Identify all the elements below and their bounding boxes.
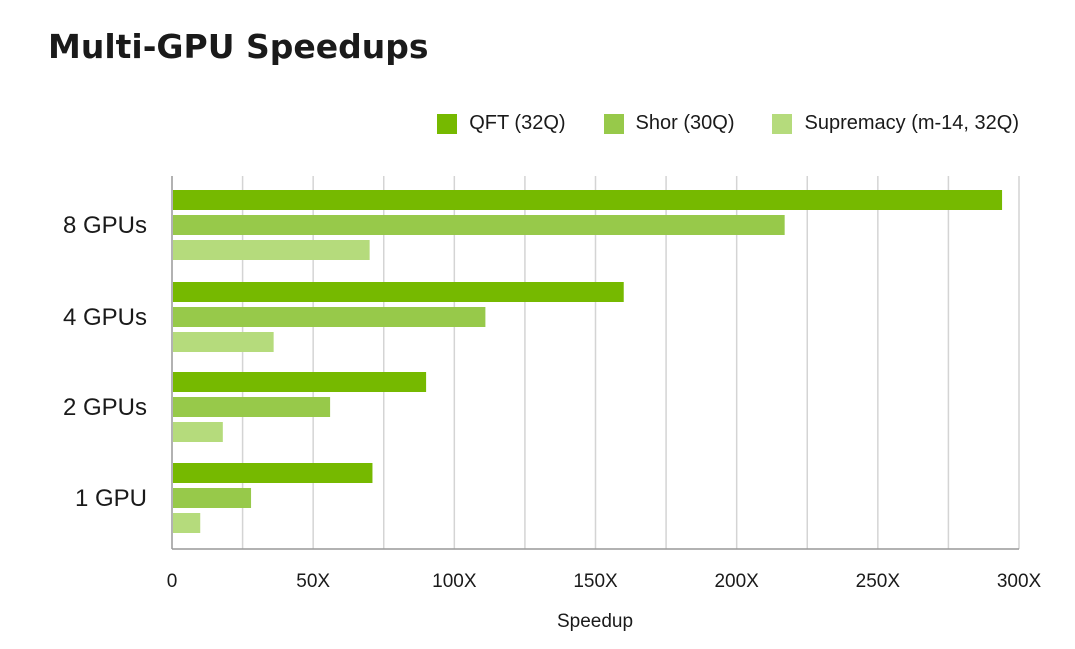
x-tick-label: 50X [296, 571, 330, 592]
category-label: 2 GPUs [63, 394, 147, 421]
x-tick-label: 200X [714, 571, 759, 592]
x-tick-label: 150X [573, 571, 618, 592]
legend-label-supremacy: Supremacy (m-14, 32Q) [804, 112, 1019, 134]
x-axis-title: Speedup [557, 611, 633, 632]
x-tick-label: 100X [432, 571, 477, 592]
bar-supremacy-m-14-32q-1-gpu [173, 513, 201, 533]
category-label: 4 GPUs [63, 304, 147, 331]
legend-item-qft: QFT (32Q) [437, 112, 566, 135]
legend-item-supremacy: Supremacy (m-14, 32Q) [772, 112, 1019, 135]
bar-group-8-gpus [173, 190, 1003, 260]
bar-shor-30q-8-gpus [173, 215, 785, 235]
legend-swatch-supremacy [772, 113, 793, 134]
bar-shor-30q-4-gpus [173, 307, 486, 327]
bar-group-4-gpus [173, 282, 624, 352]
legend-item-shor: Shor (30Q) [603, 112, 735, 135]
bar-group-2-gpus [173, 372, 427, 442]
chart-title: Multi-GPU Speedups [48, 27, 429, 66]
bar-qft-32q-2-gpus [173, 372, 427, 392]
x-tick-label: 0 [167, 571, 178, 592]
bar-supremacy-m-14-32q-8-gpus [173, 240, 370, 260]
bar-shor-30q-1-gpu [173, 488, 252, 508]
bar-supremacy-m-14-32q-4-gpus [173, 332, 274, 352]
legend-swatch-qft [437, 113, 458, 134]
legend-label-shor: Shor (30Q) [635, 112, 735, 134]
bar-group-1-gpu [173, 463, 373, 533]
category-label: 1 GPU [75, 485, 147, 512]
bar-qft-32q-8-gpus [173, 190, 1003, 210]
bar-shor-30q-2-gpus [173, 397, 331, 417]
chart-legend: QFT (32Q) Shor (30Q) Supremacy (m-14, 32… [437, 112, 1019, 135]
bar-qft-32q-1-gpu [173, 463, 373, 483]
category-label: 8 GPUs [63, 212, 147, 239]
x-tick-label: 250X [856, 571, 901, 592]
legend-label-qft: QFT (32Q) [469, 112, 566, 134]
bar-supremacy-m-14-32q-2-gpus [173, 422, 223, 442]
x-tick-label: 300X [997, 571, 1042, 592]
legend-swatch-shor [603, 113, 624, 134]
bar-qft-32q-4-gpus [173, 282, 624, 302]
